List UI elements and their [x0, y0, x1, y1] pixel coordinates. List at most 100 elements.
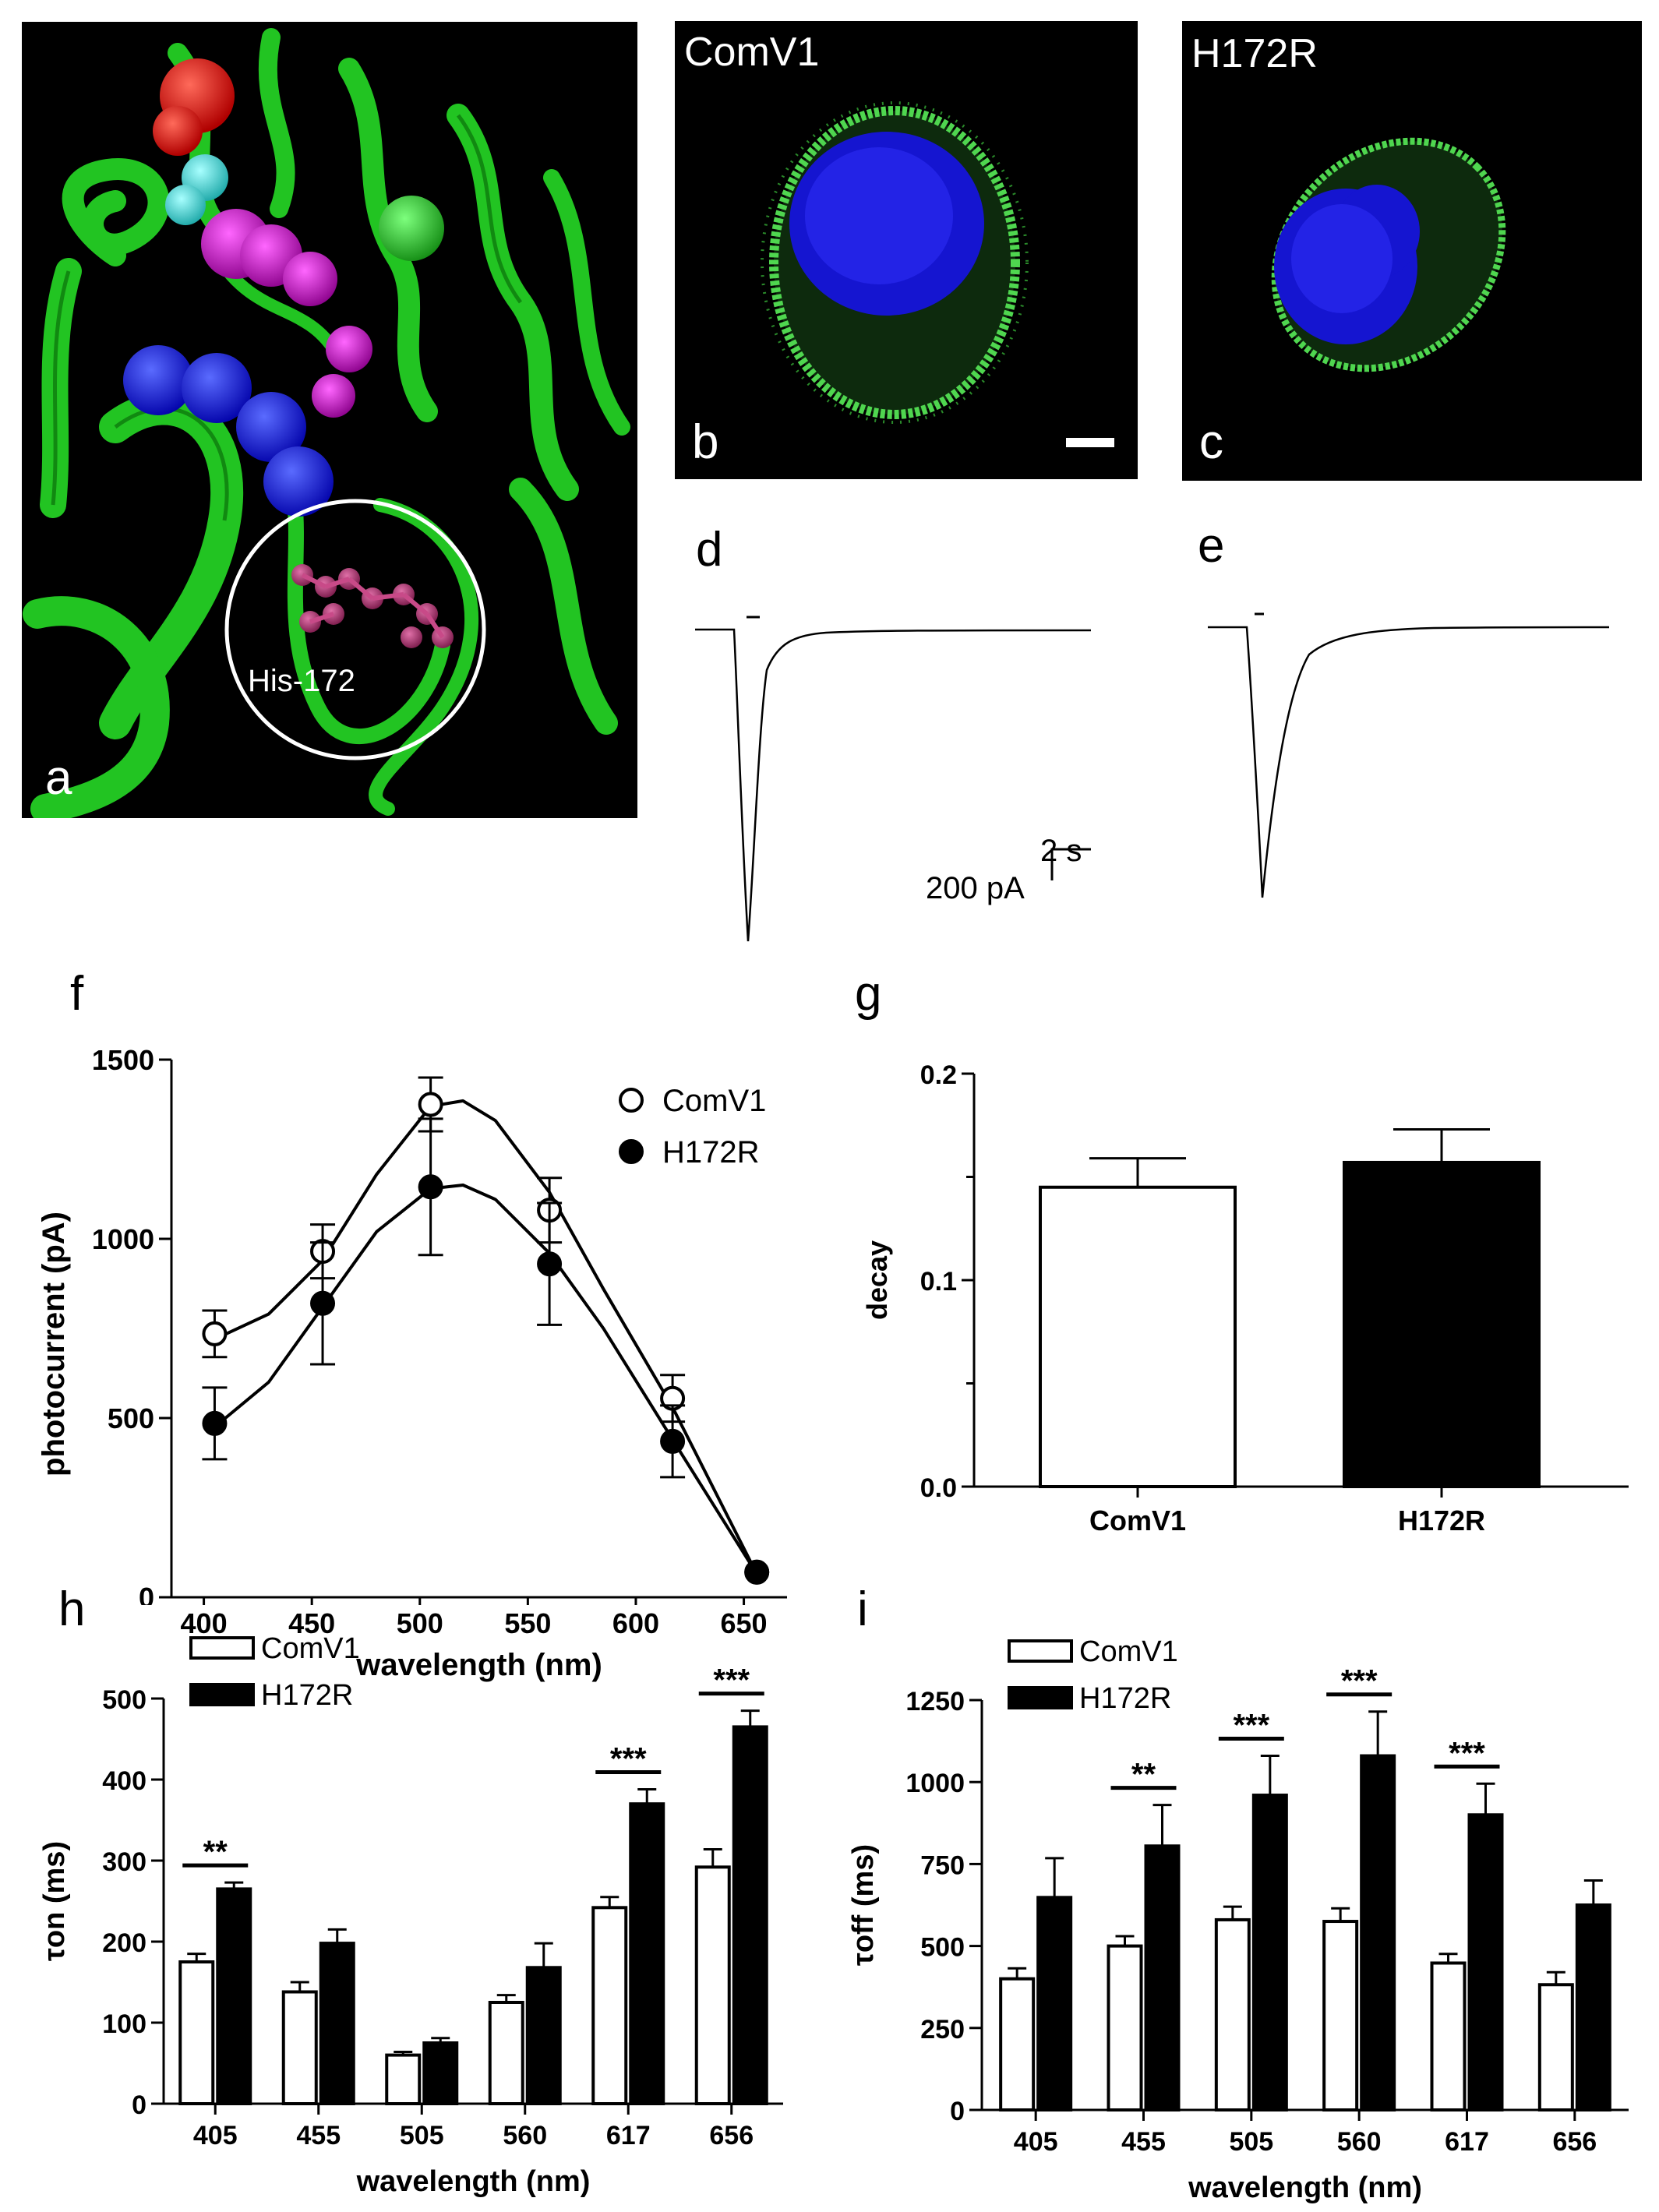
x-tick-label: ComV1: [1089, 1505, 1186, 1536]
y-tick-label: 500: [920, 1933, 965, 1963]
chart-f-photocurrent: 0 500 1000 1500 photocurrent (pA) ComV1 H172R: [16, 1044, 795, 1605]
data-point-h172r: [538, 1253, 560, 1275]
panel-b-cell-image: ComV1 b: [675, 21, 1138, 479]
bar-comv1-455: [1109, 1946, 1142, 2110]
panel-letter-b: b: [692, 415, 718, 470]
data-point-h172r: [746, 1561, 768, 1583]
chart-i-tau-off: 0 250 500 750 1000 1250 τoff (ms) 405 455 505 560 6…: [842, 1621, 1652, 2205]
x-tick-label: 617: [606, 2121, 651, 2150]
legend-swatch-h172r: [1009, 1688, 1071, 1708]
x-tick-label: 600: [612, 1607, 659, 1639]
x-tick-label: 560: [503, 2121, 547, 2150]
current-traces: 2 s 200 pA: [686, 600, 1652, 951]
y-tick-label: 0: [950, 2097, 965, 2126]
significance-label: ***: [610, 1741, 647, 1776]
data-point-h172r: [203, 1413, 225, 1434]
x-tick-label: 617: [1445, 2127, 1489, 2157]
bar-h172r-617: [1470, 1815, 1502, 2110]
y-axis-label: photocurrent (pA): [37, 1212, 71, 1476]
bar-comv1-560: [490, 2002, 523, 2104]
legend-marker-comv1: [620, 1089, 642, 1111]
bar-comv1-656: [697, 1867, 729, 2104]
panel-letter-c: c: [1199, 415, 1223, 470]
x-axis-label: wavelength (nm): [356, 2165, 591, 2197]
panel-letter-g: g: [855, 966, 881, 1021]
bar-h172r-560: [528, 1967, 560, 2104]
bar-comv1-505: [387, 2055, 419, 2104]
y-tick-label: 1000: [92, 1223, 154, 1255]
bar-h172r-405: [1038, 1897, 1071, 2110]
residue-label: His-172: [248, 664, 355, 699]
x-tick-label: H172R: [1398, 1505, 1485, 1536]
significance-label: ***: [1233, 1709, 1269, 1743]
y-axis-label: decay: [861, 1240, 893, 1320]
data-point-comv1: [203, 1323, 225, 1345]
x-tick-label: 400: [181, 1607, 228, 1639]
fit-line-h172r: [214, 1185, 757, 1574]
chart-h-tau-on: 0 100 200 300 400 500 τon (ms) 405 455 505 560 617 6…: [16, 1621, 795, 2197]
y-tick-label: 500: [108, 1402, 154, 1434]
y-tick-label: 0.2: [920, 1060, 957, 1090]
bar-h172r-617: [630, 1804, 663, 2104]
x-tick-label: 560: [1337, 2127, 1382, 2157]
y-tick-label: 0: [132, 2090, 146, 2120]
cell-image-h172r: [1182, 21, 1642, 481]
x-axis-label: wavelength (nm): [1188, 2171, 1422, 2204]
chart-f-x-labels: 400 450 500 550 600 650 wavelength (nm): [16, 1605, 795, 1691]
x-tick-label: 405: [193, 2121, 238, 2150]
bar-h172r-560: [1361, 1756, 1394, 2110]
bar-h172r-656: [734, 1727, 767, 2104]
x-tick-label: 650: [721, 1607, 768, 1639]
legend-marker-h172r: [620, 1141, 642, 1162]
bar-h172r-455: [321, 1943, 354, 2104]
bar-h172r: [1344, 1162, 1539, 1487]
chart-g-decay: 0.0 0.1 0.2 decay ComV1 H172R: [849, 1044, 1644, 1543]
scale-time-label: 2 s: [1040, 834, 1082, 868]
y-tick-label: 750: [920, 1850, 965, 1880]
bar-comv1: [1040, 1187, 1235, 1487]
scale-current-label: 200 pA: [926, 871, 1025, 905]
bar-h172r-505: [424, 2043, 457, 2104]
bar-comv1-656: [1540, 1984, 1573, 2110]
image-scale-bar: [1066, 438, 1114, 447]
legend-label-h172r: H172R: [662, 1135, 760, 1170]
fit-line-comv1: [214, 1101, 757, 1574]
trace-e: [1208, 614, 1609, 898]
bar-comv1-617: [1432, 1963, 1465, 2110]
significance-label: **: [203, 1835, 228, 1869]
x-tick-label: 656: [709, 2121, 754, 2150]
bar-comv1-455: [284, 1992, 316, 2104]
legend-label-comv1: ComV1: [662, 1084, 766, 1118]
panel-a-structure: His-172 a: [22, 22, 637, 818]
x-tick-label: 505: [400, 2121, 444, 2150]
y-tick-label: 300: [102, 1847, 146, 1877]
bar-h172r-656: [1577, 1905, 1610, 2110]
y-tick-label: 1250: [905, 1687, 965, 1716]
significance-label: **: [1131, 1758, 1156, 1792]
panel-letter-a: a: [45, 750, 72, 806]
x-tick-label: 455: [296, 2121, 341, 2150]
bar-h172r-455: [1146, 1846, 1179, 2110]
y-tick-label: 1500: [92, 1044, 154, 1076]
legend-label-comv1: ComV1: [1079, 1635, 1178, 1668]
y-axis-label: τoff (ms): [847, 1844, 880, 1966]
panel-title-comv1: ComV1: [684, 29, 819, 76]
cell-image-comv1: [675, 21, 1138, 479]
legend-label-h172r: H172R: [1079, 1682, 1171, 1715]
panel-c-cell-image: H172R c: [1182, 21, 1642, 481]
significance-label: ***: [1449, 1736, 1485, 1770]
panel-letter-d: d: [696, 522, 722, 577]
y-tick-label: 200: [102, 1928, 146, 1958]
y-tick-label: 400: [102, 1766, 146, 1796]
y-tick-label: 100: [102, 2009, 146, 2039]
bar-comv1-405: [180, 1962, 213, 2104]
bar-h172r-405: [217, 1889, 250, 2104]
y-tick-label: 250: [920, 2015, 965, 2044]
y-axis-label: τon (ms): [38, 1841, 71, 1961]
y-tick-label: 0: [139, 1582, 154, 1605]
y-tick-label: 1000: [905, 1769, 965, 1798]
data-point-h172r: [312, 1293, 334, 1314]
legend-swatch-comv1: [1009, 1641, 1071, 1661]
data-point-h172r: [420, 1176, 442, 1198]
bar-comv1-505: [1216, 1920, 1249, 2110]
